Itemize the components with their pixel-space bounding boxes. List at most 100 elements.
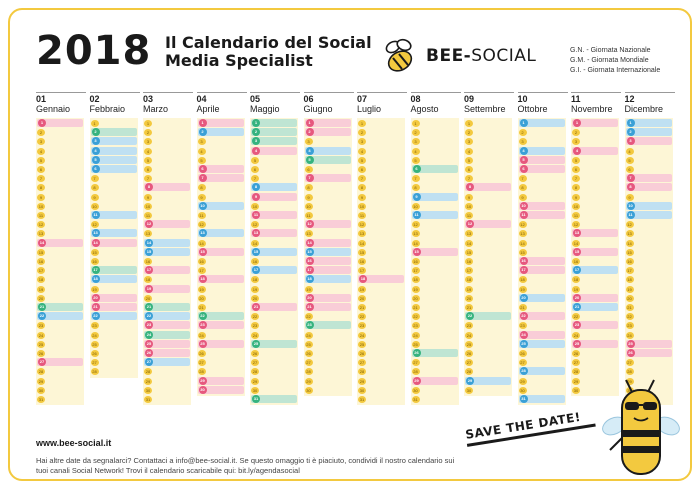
day-dot: 26 [572,350,580,357]
event-day-number: 8 [145,183,153,192]
event-day: 14 [90,238,137,247]
event-day: 8 [625,183,672,192]
month-number: 10 [517,92,568,104]
month-name: Aprile [196,104,220,114]
month-column: 01 Gennaio 1 2 3 4 5 6 7 8 9 10 11 12 13 14 15 16 17 18 19 20… [36,92,86,406]
event-day-number: 3 [626,137,635,146]
day-dot: 25 [358,340,366,348]
event-day: 10 [197,201,244,210]
event-day: 22 [37,312,83,321]
day-dot: 19 [37,285,45,293]
day-dot: 31 [358,396,366,403]
event-day: 11 [411,211,458,219]
day-dot: 26 [197,350,206,357]
day-dot: 7 [358,175,366,183]
day-dot: 14 [572,239,580,247]
event-day: 21 [144,303,190,311]
day-dot: 30 [625,386,634,394]
day-dot: 30 [37,386,45,394]
event-day: 26 [144,349,190,357]
day-dot: 24 [411,331,420,339]
website-link[interactable]: www.bee-social.it [36,438,112,448]
day-dot: 11 [572,212,580,219]
month-name: Gennaio [36,104,71,114]
day-dot: 2 [144,129,152,137]
legend: G.N. - Giornata Nazionale G.M. - Giornat… [570,46,660,76]
event-day: 12 [304,220,351,229]
day-dot: 21 [465,304,473,311]
event-day-number: 29 [466,376,474,385]
event-day: 3 [251,137,297,146]
title-line-2: Media Specialist [165,51,313,70]
day-dot: 18 [572,276,580,284]
event-day: 31 [518,395,565,403]
day-dot: 3 [37,138,45,146]
event-day: 20 [572,293,618,302]
event-day-number: 25 [198,339,207,348]
day-dot: 29 [572,377,580,385]
event-day: 16 [518,257,565,265]
day-dot: 16 [625,258,634,265]
event-day-number: 27 [145,358,153,367]
event-day: 17 [304,266,351,275]
event-day-number: 30 [198,385,207,394]
event-day-number: 1 [626,119,635,127]
day-dot: 11 [37,212,45,219]
month-number: 11 [571,92,621,104]
event-day: 18 [358,275,404,284]
day-dot: 23 [625,322,634,330]
day-dot: 13 [518,230,527,238]
day-dot: 29 [304,377,313,385]
event-day: 5 [518,155,565,164]
day-dot: 2 [358,129,366,137]
day-dot: 30 [465,386,473,394]
month-name: Ottobre [517,104,548,114]
event-day: 8 [144,183,190,192]
day-dot: 21 [197,304,206,311]
event-day: 21 [90,303,137,311]
day-dot: 7 [37,175,45,183]
day-dot: 5 [197,156,206,164]
day-dot: 21 [518,304,527,311]
event-day-number: 1 [519,119,528,127]
event-day-number: 13 [91,229,100,238]
day-dot: 3 [358,138,366,146]
day-dot: 29 [144,377,152,385]
month-number: 07 [357,92,407,104]
event-day-number: 12 [145,220,153,229]
event-day-number: 20 [519,293,528,302]
day-dot: 2 [572,129,580,137]
event-day-number: 25 [252,339,260,348]
event-day-number: 1 [198,119,207,127]
day-dot: 9 [37,193,45,201]
day-dot: 21 [358,304,366,311]
event-day-number: 21 [252,303,260,311]
month-number: 08 [410,92,461,104]
day-dot: 24 [465,331,473,339]
day-dot: 20 [144,294,152,302]
day-dot: 18 [144,276,152,284]
day-dot: 8 [37,184,45,192]
event-day-number: 10 [198,201,207,210]
day-dot: 27 [90,359,99,367]
event-day-number: 21 [573,303,581,311]
event-day-number: 5 [519,155,528,164]
day-dot: 4 [144,147,152,155]
title-line-1: Il Calendario del Social [165,33,372,52]
event-day: 15 [572,247,618,256]
legend-item: G.I. - Giornata Internazionale [570,67,661,74]
event-day-number: 15 [305,247,314,256]
day-dot: 26 [465,350,473,357]
day-dot: 20 [197,294,206,302]
event-day-number: 27 [38,358,46,367]
day-dot: 4 [411,147,420,155]
event-day-number: 12 [466,220,474,229]
day-dot: 8 [90,184,99,192]
event-day: 25 [572,339,618,348]
event-day-number: 21 [38,303,46,311]
event-day-number: 18 [91,275,100,284]
event-day-number: 23 [573,321,581,330]
event-day: 4 [90,146,137,155]
day-column: 1 2 3 4 5 6 7 8 9 10 11 12 13 14 15 16 17 18 19 20 21 22 23 24 2… [357,118,405,406]
event-day-number: 1 [252,119,260,127]
